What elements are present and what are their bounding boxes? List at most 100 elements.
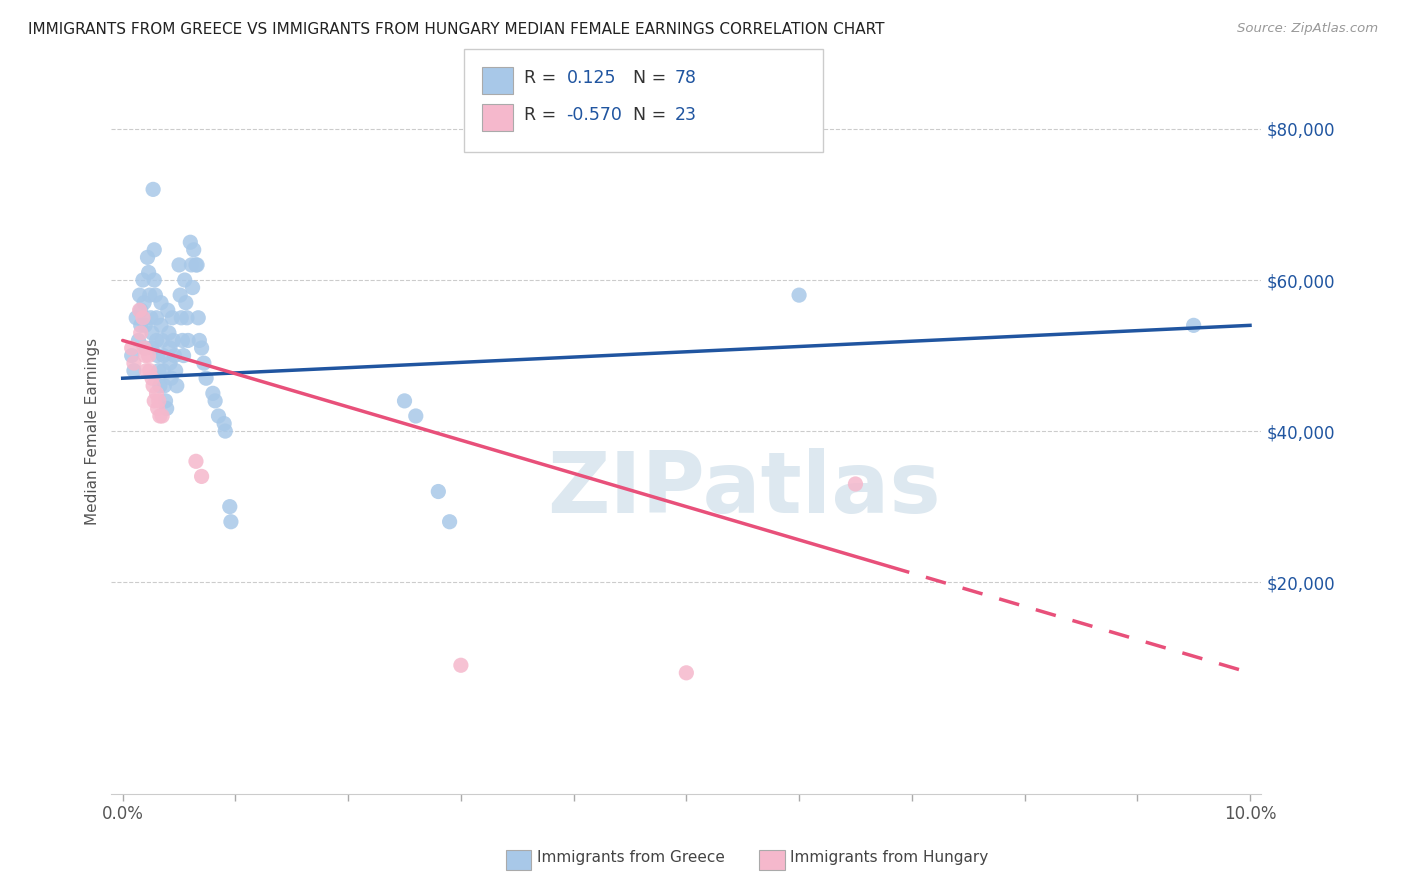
Text: Source: ZipAtlas.com: Source: ZipAtlas.com bbox=[1237, 22, 1378, 36]
Point bbox=[150, 409, 173, 423]
Point bbox=[188, 334, 211, 348]
Text: IMMIGRANTS FROM GREECE VS IMMIGRANTS FROM HUNGARY MEDIAN FEMALE EARNINGS CORRELA: IMMIGRANTS FROM GREECE VS IMMIGRANTS FRO… bbox=[28, 22, 884, 37]
Point bbox=[146, 349, 169, 363]
Point bbox=[132, 295, 155, 310]
Point bbox=[212, 417, 235, 431]
Point bbox=[180, 258, 202, 272]
Text: 23: 23 bbox=[675, 106, 697, 124]
Point bbox=[1182, 318, 1205, 333]
Point bbox=[172, 334, 194, 348]
Point bbox=[145, 386, 167, 401]
Text: 78: 78 bbox=[675, 69, 697, 87]
Text: R =: R = bbox=[524, 106, 557, 124]
Point bbox=[169, 288, 191, 302]
Point bbox=[141, 371, 163, 385]
Point bbox=[167, 258, 190, 272]
Point bbox=[165, 364, 187, 378]
Point bbox=[129, 326, 152, 340]
Text: Immigrants from Hungary: Immigrants from Hungary bbox=[790, 850, 988, 865]
Point bbox=[190, 469, 212, 483]
Point bbox=[195, 371, 218, 385]
Point bbox=[214, 424, 236, 438]
Point bbox=[145, 310, 167, 325]
Point bbox=[204, 393, 226, 408]
Point bbox=[187, 310, 209, 325]
Point bbox=[201, 386, 224, 401]
Point bbox=[125, 310, 148, 325]
Point bbox=[121, 341, 143, 355]
Point bbox=[179, 235, 201, 250]
Point bbox=[143, 393, 166, 408]
Text: ZIPatlas: ZIPatlas bbox=[547, 448, 941, 531]
Point bbox=[153, 378, 176, 392]
Text: N =: N = bbox=[633, 106, 666, 124]
Point bbox=[138, 265, 160, 279]
Text: Immigrants from Greece: Immigrants from Greece bbox=[537, 850, 725, 865]
Point bbox=[159, 356, 181, 370]
Point bbox=[184, 454, 207, 468]
Point bbox=[132, 341, 155, 355]
Point bbox=[218, 500, 240, 514]
Text: -0.570: -0.570 bbox=[567, 106, 623, 124]
Point bbox=[132, 273, 155, 287]
Point bbox=[128, 303, 150, 318]
Point bbox=[122, 356, 145, 370]
Point bbox=[162, 334, 184, 348]
Point bbox=[136, 251, 159, 265]
Point bbox=[139, 288, 162, 302]
Point bbox=[450, 658, 472, 673]
Text: R =: R = bbox=[524, 69, 557, 87]
Point bbox=[146, 401, 169, 416]
Point bbox=[145, 334, 167, 348]
Point bbox=[128, 288, 150, 302]
Point bbox=[142, 378, 165, 392]
Point bbox=[150, 295, 173, 310]
Point bbox=[143, 243, 166, 257]
Point bbox=[163, 349, 186, 363]
Point bbox=[129, 318, 152, 333]
Point bbox=[190, 341, 212, 355]
Point bbox=[150, 318, 173, 333]
Point bbox=[219, 515, 242, 529]
Text: 0.125: 0.125 bbox=[567, 69, 616, 87]
Text: N =: N = bbox=[633, 69, 666, 87]
Point bbox=[138, 349, 160, 363]
Point bbox=[148, 364, 170, 378]
Point bbox=[152, 349, 174, 363]
Point bbox=[173, 273, 195, 287]
Point bbox=[159, 341, 181, 355]
Point bbox=[141, 326, 163, 340]
Point bbox=[143, 273, 166, 287]
Point bbox=[134, 341, 156, 355]
Point bbox=[134, 318, 156, 333]
Point bbox=[139, 364, 162, 378]
Point bbox=[145, 288, 167, 302]
Point bbox=[135, 364, 157, 378]
Point bbox=[160, 371, 183, 385]
Point bbox=[142, 182, 165, 196]
Point bbox=[162, 310, 184, 325]
Point bbox=[177, 334, 200, 348]
Point bbox=[156, 303, 179, 318]
Point bbox=[148, 393, 170, 408]
Point bbox=[427, 484, 450, 499]
Point bbox=[787, 288, 810, 302]
Point bbox=[176, 310, 198, 325]
Point bbox=[166, 378, 188, 392]
Point bbox=[132, 310, 155, 325]
Point bbox=[157, 326, 180, 340]
Point bbox=[127, 334, 149, 348]
Point bbox=[439, 515, 461, 529]
Point bbox=[134, 349, 156, 363]
Point bbox=[207, 409, 229, 423]
Point bbox=[129, 303, 152, 318]
Point bbox=[155, 393, 177, 408]
Point bbox=[149, 378, 172, 392]
Point bbox=[152, 364, 174, 378]
Point bbox=[139, 310, 162, 325]
Point bbox=[394, 393, 416, 408]
Point bbox=[675, 665, 697, 680]
Y-axis label: Median Female Earnings: Median Female Earnings bbox=[86, 337, 100, 524]
Point bbox=[173, 349, 195, 363]
Point bbox=[184, 258, 207, 272]
